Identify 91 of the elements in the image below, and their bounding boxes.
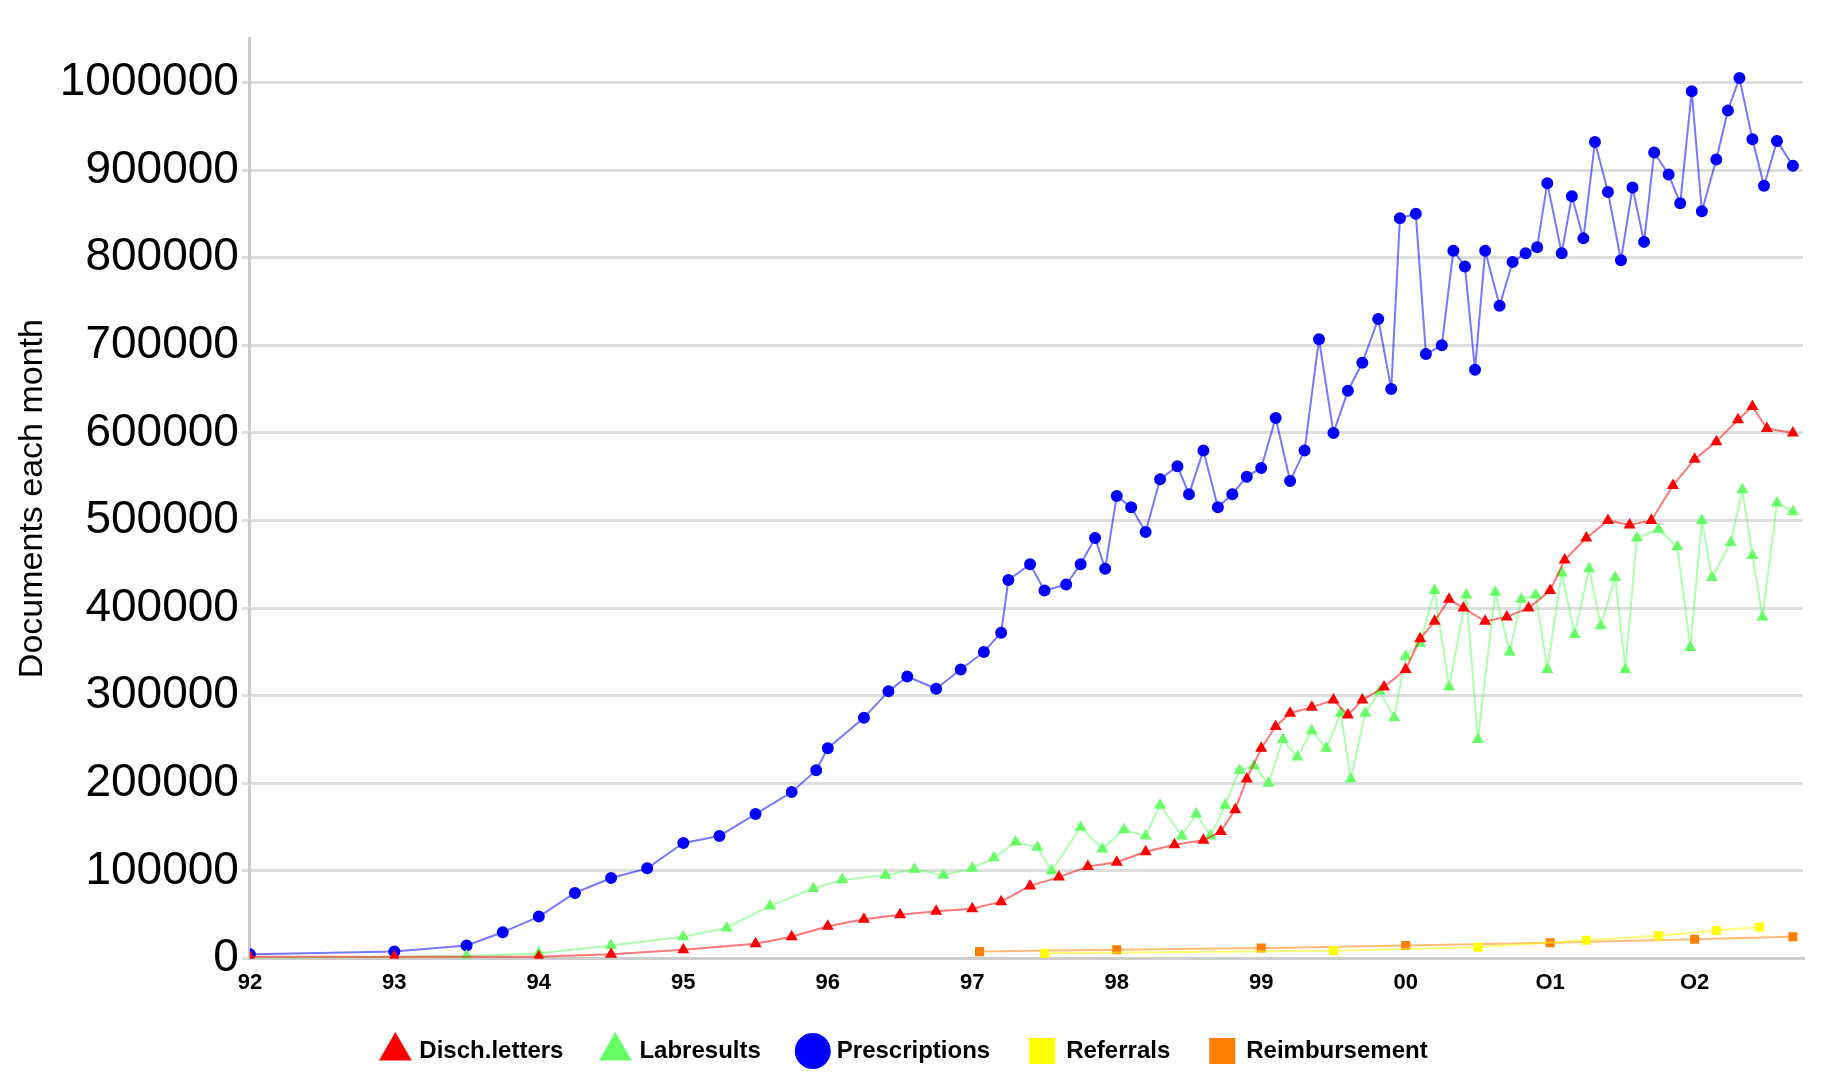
- point: [822, 920, 834, 930]
- x-tick-label: 94: [526, 968, 552, 994]
- point: [1241, 772, 1253, 783]
- y-tick-label: 500000: [85, 491, 239, 544]
- point: [1761, 422, 1773, 433]
- x-tick-label: 00: [1393, 968, 1418, 994]
- point: [1256, 943, 1266, 953]
- x-tick-label: 98: [1104, 968, 1129, 994]
- point: [1653, 931, 1664, 941]
- point: [1667, 479, 1679, 489]
- point: [1523, 602, 1534, 612]
- point: [1645, 514, 1657, 525]
- point: [1284, 707, 1296, 717]
- point: [1443, 593, 1455, 603]
- x-tick-label: 92: [237, 968, 263, 994]
- point: [1479, 615, 1491, 625]
- point: [1400, 663, 1412, 673]
- point: [1755, 922, 1765, 932]
- point: [1559, 553, 1570, 564]
- point: [1140, 845, 1151, 856]
- point: [605, 948, 617, 958]
- y-tick-label: 1000000: [59, 53, 239, 106]
- point: [1357, 694, 1368, 704]
- point: [1580, 532, 1592, 542]
- point: [1270, 720, 1281, 730]
- y-axis-title: Documents each month: [10, 319, 49, 679]
- point: [1458, 602, 1469, 612]
- point: [1328, 694, 1339, 704]
- point: [1229, 803, 1241, 814]
- point: [966, 902, 978, 913]
- y-tick-label: 300000: [85, 666, 239, 719]
- point: [1581, 935, 1591, 945]
- legend-label: Prescriptions: [836, 1035, 991, 1063]
- x-tick-label: 97: [960, 968, 985, 994]
- point: [1414, 632, 1426, 643]
- point: [1473, 942, 1483, 952]
- point: [1624, 518, 1635, 529]
- point: [1787, 426, 1799, 437]
- legend-label: Referrals: [1066, 1035, 1171, 1063]
- y-tick-label: 900000: [85, 140, 239, 193]
- point: [1082, 860, 1094, 871]
- y-tick-label: 600000: [85, 403, 239, 456]
- x-tick-label: 99: [1248, 968, 1274, 994]
- point: [1710, 435, 1722, 446]
- point: [1342, 709, 1354, 719]
- legend-label: Reimbursement: [1246, 1035, 1428, 1063]
- point: [995, 895, 1007, 906]
- point: [1711, 926, 1721, 936]
- x-tick-label: O2: [1679, 968, 1710, 994]
- point: [1602, 514, 1614, 525]
- point: [1053, 871, 1065, 881]
- point: [1788, 932, 1798, 942]
- point: [1024, 879, 1036, 890]
- x-tick-label: 96: [815, 968, 841, 994]
- x-tick-label: 93: [382, 968, 407, 994]
- point: [1690, 934, 1700, 944]
- point: [858, 913, 870, 923]
- point: [750, 937, 761, 948]
- legend-label: Disch.letters: [419, 1035, 564, 1063]
- y-tick-label: 0: [213, 929, 239, 982]
- point: [894, 908, 906, 919]
- point: [1747, 400, 1758, 411]
- y-tick-label: 700000: [85, 315, 239, 368]
- point: [786, 930, 797, 941]
- point: [1501, 610, 1513, 621]
- point: [1169, 838, 1180, 849]
- point: [1215, 825, 1227, 836]
- point: [974, 947, 985, 957]
- point: [1544, 584, 1556, 595]
- point: [1039, 948, 1050, 958]
- y-tick-label: 100000: [85, 841, 239, 894]
- y-tick-label: 800000: [85, 228, 239, 281]
- point: [1689, 453, 1700, 463]
- point: [930, 905, 942, 915]
- point: [1545, 938, 1555, 948]
- point: [1328, 946, 1338, 956]
- point: [1112, 945, 1122, 955]
- legend-label: Labresults: [639, 1035, 761, 1063]
- y-tick-label: 400000: [85, 578, 239, 631]
- point: [1306, 701, 1318, 711]
- point: [1401, 940, 1411, 950]
- point: [1429, 615, 1440, 625]
- point: [1255, 742, 1267, 752]
- x-tick-label: O1: [1535, 968, 1565, 994]
- point: [1378, 680, 1390, 691]
- point: [677, 943, 689, 954]
- point: [1111, 856, 1123, 866]
- point: [1198, 834, 1209, 844]
- point: [1732, 413, 1744, 424]
- y-tick-label: 200000: [85, 754, 239, 807]
- x-tick-label: 95: [671, 968, 696, 994]
